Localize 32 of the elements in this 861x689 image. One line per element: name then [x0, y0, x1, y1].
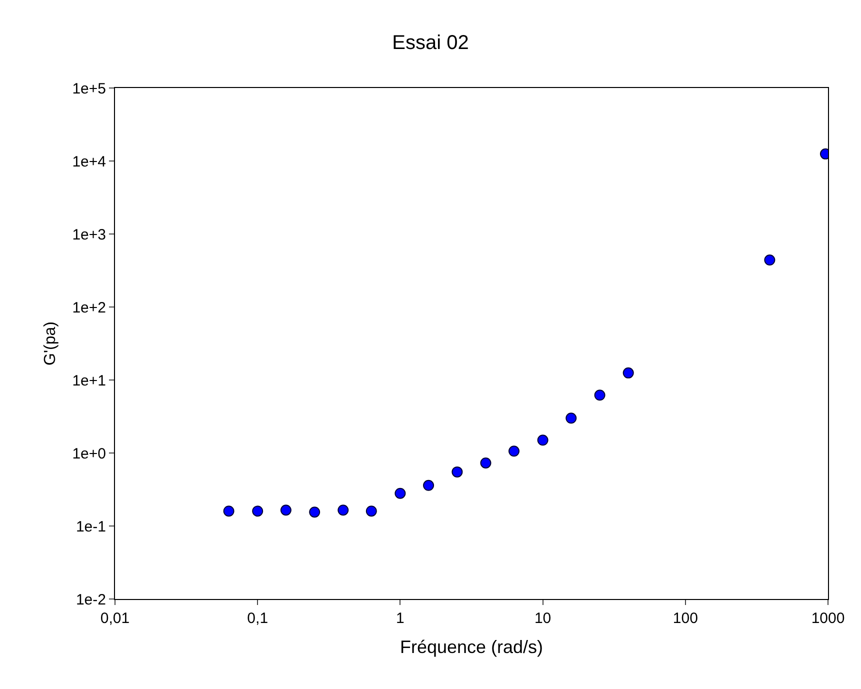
x-tick-label: 0,1 — [247, 610, 268, 627]
point — [452, 466, 463, 478]
y-axis-title: G'(pa) — [42, 322, 60, 366]
x-axis-title: Fréquence (rad/s) — [400, 637, 544, 658]
y-tick-label: 1e-1 — [76, 518, 106, 536]
x-tick-label: 10 — [534, 610, 552, 627]
x-tick-label: 0,01 — [100, 610, 130, 627]
point — [252, 506, 264, 517]
point — [594, 390, 606, 401]
y-tick-label: 1e-2 — [76, 591, 106, 608]
point — [280, 504, 292, 516]
y-tick-label: 1e+1 — [72, 372, 106, 390]
point — [566, 412, 577, 424]
point — [309, 506, 320, 518]
y-tick-label: 1e+2 — [72, 299, 106, 316]
point — [366, 506, 377, 517]
point — [480, 457, 492, 468]
y-tick-label: 1e+3 — [72, 226, 106, 244]
x-tick-label: 1000 — [811, 610, 845, 627]
point — [622, 367, 634, 378]
x-tick-label: 1 — [396, 610, 404, 627]
y-tick-label: 1e+5 — [72, 80, 106, 98]
point — [338, 504, 349, 516]
y-tick-label: 1e+0 — [72, 445, 106, 462]
point — [394, 488, 406, 499]
chart-title: Essai 02 — [392, 32, 469, 54]
x-tick-label: 100 — [672, 610, 698, 627]
point — [223, 506, 234, 517]
point — [423, 480, 434, 491]
point — [537, 434, 548, 446]
point — [508, 446, 520, 457]
y-tick-label: 1e+4 — [72, 153, 106, 170]
